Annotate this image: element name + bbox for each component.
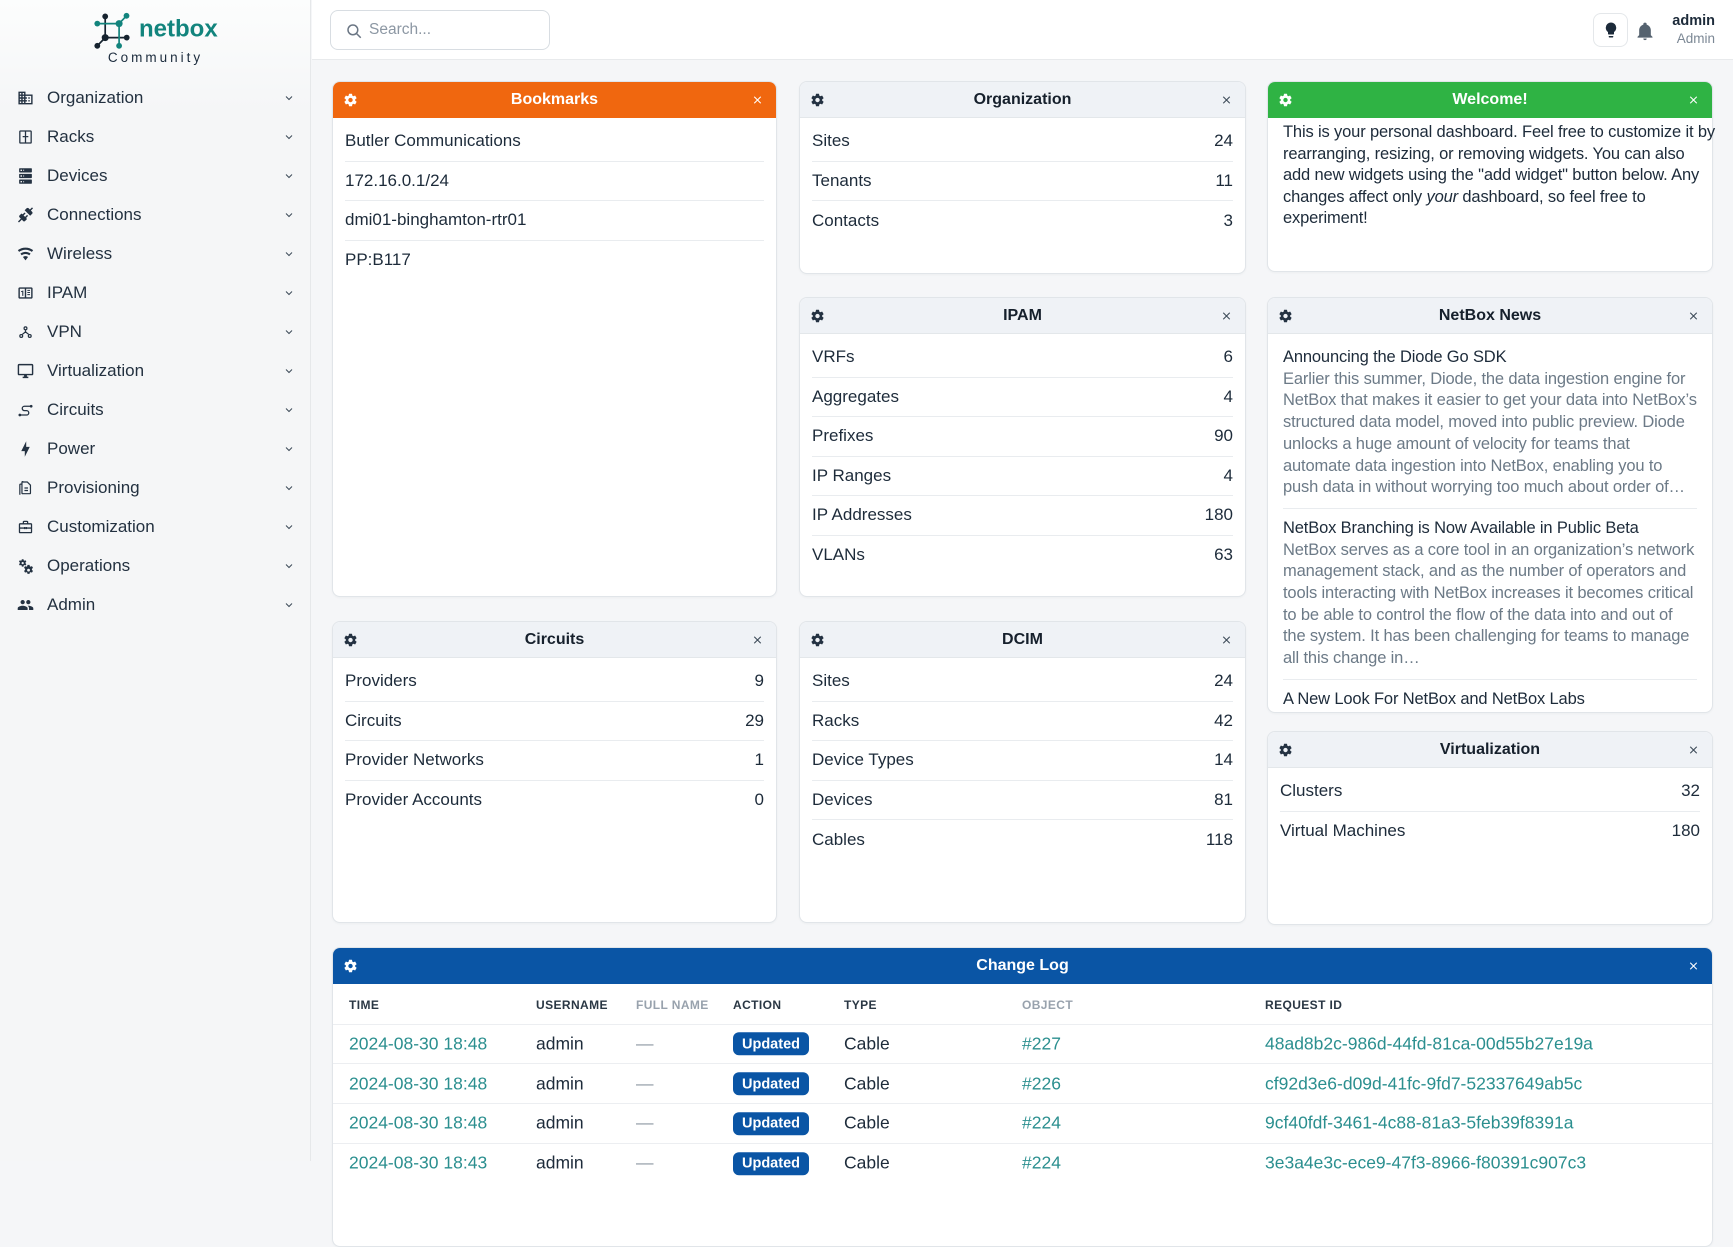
svg-text:netbox: netbox <box>139 16 218 43</box>
